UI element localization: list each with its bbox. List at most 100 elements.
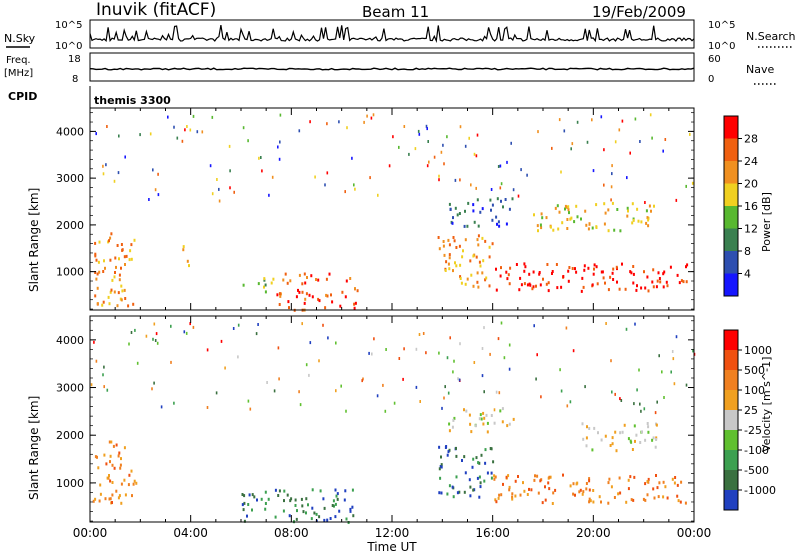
heatmap-cell <box>673 481 676 485</box>
heatmap-cell <box>604 434 607 438</box>
heatmap-cell <box>634 322 636 326</box>
heatmap-cell <box>652 487 655 491</box>
heatmap-cell <box>656 486 659 490</box>
heatmap-cell <box>274 488 277 492</box>
noise-strip-frame <box>89 19 695 49</box>
heatmap-cell <box>671 477 674 481</box>
heatmap-cell <box>464 209 466 213</box>
heatmap-cell <box>646 422 649 425</box>
heatmap-cell <box>528 272 531 276</box>
heatmap-cell <box>566 227 569 230</box>
heatmap-cell <box>478 495 481 499</box>
heatmap-cell <box>117 454 120 458</box>
heatmap-cell <box>469 422 472 426</box>
heatmap-cell <box>354 287 356 291</box>
heatmap-cell <box>490 208 492 212</box>
heatmap-cell <box>477 234 480 238</box>
heatmap-cell <box>609 444 612 447</box>
heatmap-cell <box>611 390 613 394</box>
heatmap-cell <box>338 120 340 124</box>
colorbar-tick-label: 12 <box>744 223 758 236</box>
heatmap-cell <box>611 172 613 176</box>
heatmap-cell <box>629 475 632 479</box>
heatmap-cell <box>263 285 265 289</box>
heatmap-cell <box>472 254 475 258</box>
heatmap-cell <box>607 208 610 212</box>
heatmap-cell <box>639 402 641 406</box>
nsearch-tick-bottom: 10^0 <box>708 41 735 52</box>
heatmap-cell <box>560 389 563 393</box>
heatmap-cell <box>371 352 373 356</box>
heatmap-cell <box>554 488 557 492</box>
heatmap-cell <box>156 341 159 345</box>
heatmap-cell <box>113 466 116 470</box>
heatmap-cell <box>619 229 622 233</box>
heatmap-cell <box>496 222 498 226</box>
heatmap-cell <box>494 475 497 479</box>
heatmap-cell <box>582 285 585 289</box>
heatmap-cell <box>540 395 542 399</box>
heatmap-cell <box>490 471 493 475</box>
heatmap-cell <box>102 172 105 176</box>
heatmap-cell <box>472 203 475 207</box>
heatmap-cell <box>500 321 503 325</box>
colorbar-tick-label: 500 <box>744 364 765 377</box>
heatmap-cell <box>455 264 458 268</box>
heatmap-cell <box>438 445 441 449</box>
heatmap-cell <box>572 349 575 353</box>
heatmap-cell <box>618 476 621 480</box>
heatmap-cell <box>613 496 616 499</box>
heatmap-cell <box>111 481 114 484</box>
heatmap-cell <box>109 258 112 262</box>
heatmap-cell <box>110 440 113 444</box>
colorbar-swatch <box>724 470 738 491</box>
heatmap-cell <box>600 115 603 119</box>
heatmap-cell <box>580 217 582 221</box>
heatmap-cell <box>243 519 246 523</box>
heatmap-cell <box>563 129 566 133</box>
heatmap-cell <box>108 302 111 306</box>
heatmap-cell <box>612 278 615 281</box>
heatmap-cell <box>94 252 97 256</box>
heatmap-cell <box>646 493 649 497</box>
heatmap-cell <box>497 220 500 224</box>
heatmap-cell <box>92 499 95 503</box>
heatmap-cell <box>353 306 356 310</box>
colorbar-swatch <box>724 206 738 229</box>
heatmap-cell <box>675 335 678 339</box>
heatmap-cell <box>452 418 455 422</box>
heatmap-cell <box>428 160 430 164</box>
y-tick-label: 3000 <box>56 382 84 395</box>
heatmap-cell <box>306 276 308 279</box>
heatmap-cell <box>552 228 555 232</box>
heatmap-cell <box>98 240 101 244</box>
heatmap-cell <box>324 183 326 187</box>
heatmap-cell <box>533 213 535 217</box>
heatmap-cell <box>325 293 328 297</box>
colorbar-frame <box>723 329 739 511</box>
heatmap-cell <box>549 225 552 229</box>
nsky-label: N.Sky <box>4 32 36 45</box>
heatmap-cell <box>610 185 613 189</box>
heatmap-cell <box>455 446 457 450</box>
heatmap-cell <box>580 289 583 293</box>
heatmap-cell <box>607 288 610 292</box>
colorbar-swatch <box>724 390 738 411</box>
heatmap-cell <box>117 496 120 500</box>
heatmap-cell <box>130 331 133 334</box>
heatmap-cell <box>305 363 308 367</box>
heatmap-cell <box>149 132 152 136</box>
heatmap-cell <box>498 493 501 497</box>
heatmap-cell <box>511 197 514 201</box>
heatmap-cell <box>645 209 648 213</box>
heatmap-cell <box>426 164 429 168</box>
heatmap-cell <box>117 171 120 175</box>
heatmap-cell <box>570 147 572 151</box>
heatmap-cell <box>654 445 657 449</box>
heatmap-cell <box>332 499 335 503</box>
heatmap-cell <box>318 515 321 519</box>
heatmap-cell <box>574 493 576 497</box>
heatmap-cell <box>589 499 592 503</box>
heatmap-cell <box>592 500 595 504</box>
heatmap-cell <box>472 457 475 461</box>
